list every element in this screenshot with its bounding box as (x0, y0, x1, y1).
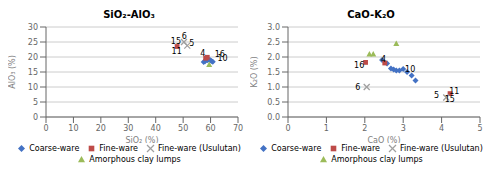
svg-text:15: 15 (28, 68, 38, 77)
svg-text:0.0: 0.0 (267, 113, 280, 122)
svg-text:4: 4 (439, 124, 444, 133)
svg-text:2.5: 2.5 (267, 38, 280, 47)
svg-text:50: 50 (178, 124, 188, 133)
svg-text:15: 15 (171, 37, 181, 46)
svg-text:10: 10 (405, 65, 415, 74)
svg-text:11: 11 (449, 87, 460, 96)
svg-text:SiO₂ (%): SiO₂ (%) (125, 136, 158, 143)
svg-text:60: 60 (205, 124, 215, 133)
svg-text:6: 6 (182, 32, 187, 41)
svg-text:10: 10 (217, 54, 227, 63)
svg-text:3.0: 3.0 (267, 23, 280, 32)
svg-text:15: 15 (445, 95, 455, 104)
svg-text:CaO (%): CaO (%) (367, 136, 400, 143)
svg-text:16: 16 (354, 61, 364, 70)
svg-text:0: 0 (33, 113, 38, 122)
svg-text:30: 30 (28, 23, 38, 32)
svg-text:5: 5 (477, 124, 482, 133)
svg-text:10: 10 (68, 124, 78, 133)
html-text:Fine-ware: Fine-ware (99, 144, 138, 153)
svg-text:2.0: 2.0 (267, 53, 280, 62)
svg-text:4: 4 (200, 49, 205, 58)
svg-text:1: 1 (324, 124, 329, 133)
svg-text:0: 0 (43, 124, 48, 133)
svg-text:11: 11 (172, 47, 182, 56)
html-text:Coarse-ware: Coarse-ware (29, 144, 80, 153)
svg-text:6: 6 (355, 83, 360, 92)
svg-text:3: 3 (401, 124, 406, 133)
svg-text:1.5: 1.5 (267, 68, 280, 77)
svg-text:70: 70 (233, 124, 243, 133)
html-text:Amorphous clay lumps: Amorphous clay lumps (331, 155, 423, 164)
svg-text:0: 0 (285, 124, 290, 133)
svg-text:2: 2 (362, 124, 367, 133)
svg-text:4: 4 (381, 55, 386, 64)
svg-text:1.0: 1.0 (267, 83, 280, 92)
html-text:SiO₂-AlO₃: SiO₂-AlO₃ (103, 9, 155, 20)
html-text:Fine-ware: Fine-ware (341, 144, 380, 153)
html-text:Fine-ware (Usulutan): Fine-ware (Usulutan) (157, 144, 241, 153)
svg-text:5: 5 (189, 39, 194, 48)
svg-text:10: 10 (28, 83, 38, 92)
html-text:CaO-K₂O: CaO-K₂O (347, 9, 395, 20)
svg-text:30: 30 (123, 124, 133, 133)
svg-text:20: 20 (28, 53, 38, 62)
svg-text:AlO₃ (%): AlO₃ (%) (8, 55, 17, 89)
svg-text:25: 25 (28, 38, 38, 47)
html-text:Fine-ware (Usulutan): Fine-ware (Usulutan) (399, 144, 483, 153)
svg-text:5: 5 (33, 98, 38, 107)
svg-text:40: 40 (151, 124, 161, 133)
html-text:Amorphous clay lumps: Amorphous clay lumps (89, 155, 181, 164)
html-text:Coarse-ware: Coarse-ware (271, 144, 322, 153)
svg-text:0.5: 0.5 (267, 98, 280, 107)
svg-text:K₂O (%): K₂O (%) (250, 56, 259, 87)
svg-text:20: 20 (96, 124, 106, 133)
svg-text:5: 5 (434, 91, 439, 100)
